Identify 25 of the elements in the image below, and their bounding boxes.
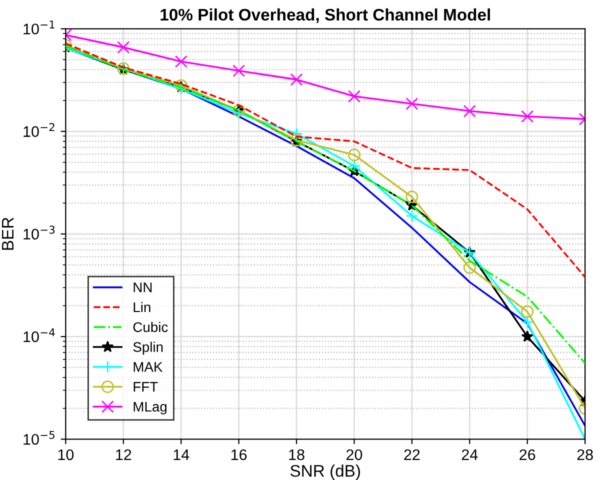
legend-label: MAK	[134, 362, 163, 372]
x-tick-label: 10	[58, 449, 74, 460]
x-tick-label: 22	[404, 449, 420, 460]
x-tick-label: 14	[174, 449, 190, 460]
x-tick-label: 12	[116, 449, 132, 460]
x-tick-label: 16	[231, 449, 247, 460]
y-tick-label: 10$^{−5}$	[24, 430, 54, 445]
legend-label: Splin	[133, 342, 163, 355]
legend-label: MLag	[134, 402, 166, 414]
legend-label: FFT	[134, 382, 158, 392]
legend-label: NN	[134, 282, 152, 292]
y-tick-label: 10$^{−2}$	[24, 123, 54, 137]
x-tick-label: 26	[520, 449, 536, 460]
x-tick-label: 18	[289, 449, 304, 460]
legend-label: Lin	[134, 302, 150, 312]
y-tick-label: 10$^{−1}$	[24, 20, 54, 34]
x-tick-label: 24	[462, 449, 478, 460]
y-tick-label: 10$^{−4}$	[24, 328, 55, 342]
chart-title: 10% Pilot Overhead, Short Channel Model	[160, 8, 490, 24]
y-tick-label: 10$^{−3}$	[24, 226, 55, 240]
x-tick-label: 20	[346, 449, 362, 460]
x-axis-title: SNR (dB)	[290, 464, 360, 480]
legend-label: Cubic	[133, 322, 168, 332]
y-axis-title: BER	[2, 218, 14, 250]
x-tick-label: 28	[577, 449, 593, 460]
